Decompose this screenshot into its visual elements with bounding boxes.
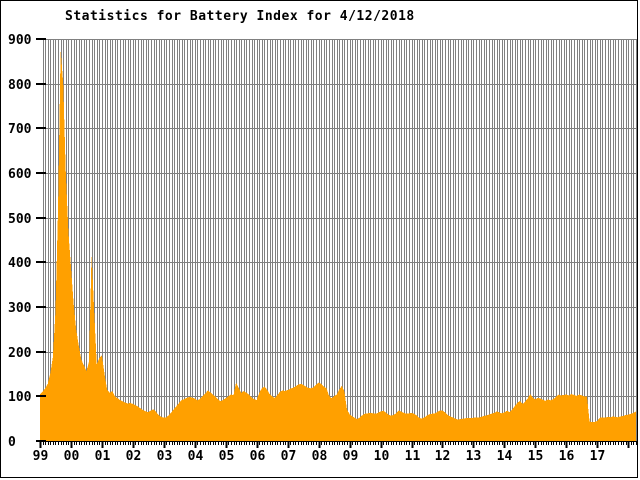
y-tick	[36, 83, 46, 85]
x-tick-label: 15	[528, 449, 544, 464]
y-tick	[36, 261, 46, 263]
y-tick-label: 400	[8, 256, 32, 271]
battery-index-area-series	[40, 50, 636, 442]
x-tick-label: 10	[374, 449, 390, 464]
x-tick-label: 09	[343, 449, 359, 464]
x-tick-label: 05	[219, 449, 235, 464]
y-tick	[36, 440, 46, 442]
x-tick-label: 02	[126, 449, 142, 464]
chart-title: Statistics for Battery Index for 4/12/20…	[65, 9, 415, 24]
y-tick-label: 700	[8, 122, 32, 137]
x-tick-label: 11	[405, 449, 421, 464]
x-tick-label: 03	[157, 449, 173, 464]
x-tick-label: 04	[188, 449, 204, 464]
x-tick-label: 07	[281, 449, 297, 464]
y-tick	[36, 395, 46, 397]
y-tick	[36, 38, 46, 40]
y-tick	[36, 217, 46, 219]
x-tick-label: 14	[497, 449, 513, 464]
x-tick-label: 06	[250, 449, 266, 464]
y-tick-label: 200	[8, 346, 32, 361]
x-tick-label: 99	[33, 449, 49, 464]
y-tick-label: 500	[8, 212, 32, 227]
y-tick-label: 300	[8, 301, 32, 316]
y-tick-label: 800	[8, 78, 32, 93]
x-tick-label: 08	[312, 449, 328, 464]
x-axis: 99 00 01 02 03 04 05 06 07 08 09 10 11 12 13 14 15 16 17	[33, 442, 637, 464]
y-tick-label: 100	[8, 390, 32, 405]
x-tick-label: 17	[590, 449, 606, 464]
y-axis: 0 100 200 300 400 500 600 700 800 900	[8, 33, 46, 450]
x-tick-label: 01	[95, 449, 111, 464]
y-tick-label: 900	[8, 33, 32, 48]
x-tick-label: 13	[466, 449, 482, 464]
x-tick-label: 16	[559, 449, 575, 464]
y-tick	[36, 351, 46, 353]
x-tick-label: 12	[435, 449, 451, 464]
y-tick	[36, 127, 46, 129]
x-tick-label: 00	[64, 449, 80, 464]
gridlines	[40, 39, 637, 441]
y-tick-label: 600	[8, 167, 32, 182]
y-tick-label: 0	[8, 435, 16, 450]
y-tick	[36, 306, 46, 308]
y-tick	[36, 172, 46, 174]
